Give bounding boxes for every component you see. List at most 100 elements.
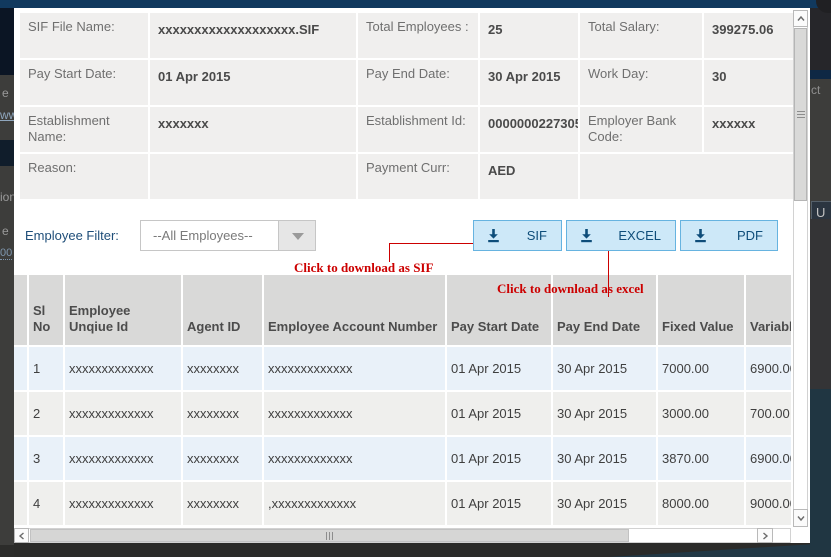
download-sif-button[interactable]: SIF	[473, 220, 562, 251]
row-spacer-cell	[14, 437, 27, 480]
column-header: Pay End Date	[553, 275, 656, 345]
dropdown-arrow-button[interactable]	[278, 221, 315, 250]
scroll-down-button[interactable]	[793, 509, 808, 527]
cell-employee-id: xxxxxxxxxxxxx	[65, 392, 181, 435]
bg-text-fragment: e	[2, 224, 9, 238]
cell-account-number: xxxxxxxxxxxxx	[264, 392, 445, 435]
bg-link-fragment: ww	[0, 108, 14, 122]
vertical-scrollbar-thumb[interactable]	[794, 28, 807, 201]
cell-fixed-value: 3000.00	[658, 392, 744, 435]
sif-callout-text: Click to download as SIF	[294, 260, 434, 275]
background-right-dark	[810, 8, 831, 70]
cell-pay-start: 01 Apr 2015	[447, 482, 551, 525]
sif-callout-line	[389, 243, 473, 244]
employee-filter-selected-value: --All Employees--	[153, 228, 253, 243]
reason-value	[150, 154, 356, 199]
cell-fixed-value: 3870.00	[658, 437, 744, 480]
excel-button-label: EXCEL	[618, 228, 661, 243]
field-label: Payment Curr:	[358, 154, 478, 199]
bg-text-fragment: e	[2, 86, 9, 100]
payment-curr-value: AED	[480, 154, 578, 199]
cell-sl-no: 2	[29, 392, 63, 435]
scroll-right-button[interactable]	[757, 528, 773, 543]
establishment-name-value: xxxxxxx	[150, 107, 356, 152]
employee-filter-select[interactable]: --All Employees--	[140, 220, 316, 251]
field-label: Employer Bank Code:	[580, 107, 702, 152]
cell-agent-id: xxxxxxxx	[183, 437, 262, 480]
column-header: Employee Unqiue Id	[65, 275, 181, 345]
chevron-right-icon	[763, 531, 769, 540]
column-header: Fixed Value	[658, 275, 744, 345]
bg-button-fragment: U	[811, 201, 831, 219]
background-corner-shape	[816, 0, 831, 13]
field-label: Work Day:	[580, 60, 702, 105]
cell-variable-value: 700.00	[746, 392, 791, 435]
row-spacer-cell	[14, 482, 27, 525]
grip-icon	[329, 531, 330, 540]
grip-icon	[796, 114, 805, 115]
grip-icon	[796, 111, 805, 112]
cell-pay-start: 01 Apr 2015	[447, 392, 551, 435]
vertical-scrollbar[interactable]	[793, 10, 808, 527]
cell-variable-value: 6900.00	[746, 437, 791, 480]
background-right-navy-band	[810, 70, 831, 79]
pay-end-date-value: 30 Apr 2015	[480, 60, 578, 105]
chevron-left-icon	[18, 531, 24, 540]
work-day-value: 30	[704, 60, 796, 105]
cell-account-number: xxxxxxxxxxxxx	[264, 347, 445, 390]
background-left-dark	[0, 8, 14, 75]
background-left-strip: e ww ion e 00	[0, 75, 14, 545]
background-topbar	[0, 0, 831, 8]
cell-variable-value: 9000.00	[746, 482, 791, 525]
horizontal-scrollbar[interactable]	[14, 528, 791, 543]
cell-employee-id: xxxxxxxxxxxxx	[65, 482, 181, 525]
employee-filter-label: Employee Filter:	[25, 228, 119, 243]
employee-table: Sl No Employee Unqiue Id Agent ID Employ…	[14, 275, 791, 525]
field-label: Establishment Id:	[358, 107, 478, 152]
total-salary-value: 399275.06	[704, 13, 796, 58]
cell-agent-id: xxxxxxxx	[183, 392, 262, 435]
cell-sl-no: 3	[29, 437, 63, 480]
download-pdf-button[interactable]: PDF	[680, 220, 778, 251]
field-label: Total Salary:	[580, 13, 702, 58]
establishment-id-value: 0000000227305	[480, 107, 578, 152]
column-header: Employee Account Number	[264, 275, 445, 345]
cell-sl-no: 4	[29, 482, 63, 525]
scroll-left-button[interactable]	[14, 528, 29, 543]
background-right-teal	[810, 389, 831, 557]
sif-details-dialog: SIF File Name: xxxxxxxxxxxxxxxxxxx.SIF T…	[14, 8, 810, 543]
chevron-down-icon	[796, 516, 805, 522]
bg-text-fragment: ct	[811, 83, 821, 97]
field-label: Establishment Name:	[20, 107, 148, 152]
cell-employee-id: xxxxxxxxxxxxx	[65, 437, 181, 480]
cell-pay-end: 30 Apr 2015	[553, 437, 656, 480]
field-label: SIF File Name:	[20, 13, 148, 58]
row-spacer-cell	[14, 392, 27, 435]
download-icon	[488, 229, 499, 243]
scroll-up-button[interactable]	[793, 10, 808, 27]
bg-text-fragment: ion	[0, 190, 14, 204]
download-icon	[581, 229, 592, 243]
download-excel-button[interactable]: EXCEL	[566, 220, 676, 251]
excel-callout-line	[608, 251, 609, 297]
download-icon	[695, 229, 706, 243]
background-right-strip: ct U	[810, 79, 831, 219]
horizontal-scrollbar-thumb[interactable]	[30, 529, 629, 542]
cell-pay-start: 01 Apr 2015	[447, 347, 551, 390]
cell-pay-end: 30 Apr 2015	[553, 347, 656, 390]
sif-file-name-value: xxxxxxxxxxxxxxxxxxx.SIF	[150, 13, 356, 58]
cell-agent-id: xxxxxxxx	[183, 347, 262, 390]
employer-bank-code-value: xxxxxx	[704, 107, 796, 152]
chevron-up-icon	[796, 15, 805, 21]
cell-fixed-value: 7000.00	[658, 347, 744, 390]
cell-sl-no: 1	[29, 347, 63, 390]
background-right-dark2	[810, 219, 831, 389]
bg-link-fragment: 00	[0, 247, 13, 260]
field-label: Pay End Date:	[358, 60, 478, 105]
cell-fixed-value: 8000.00	[658, 482, 744, 525]
sif-info-grid: SIF File Name: xxxxxxxxxxxxxxxxxxx.SIF T…	[20, 13, 796, 199]
column-header: Pay Start Date	[447, 275, 551, 345]
empty-cell	[580, 154, 796, 199]
column-header: Variable	[746, 275, 791, 345]
